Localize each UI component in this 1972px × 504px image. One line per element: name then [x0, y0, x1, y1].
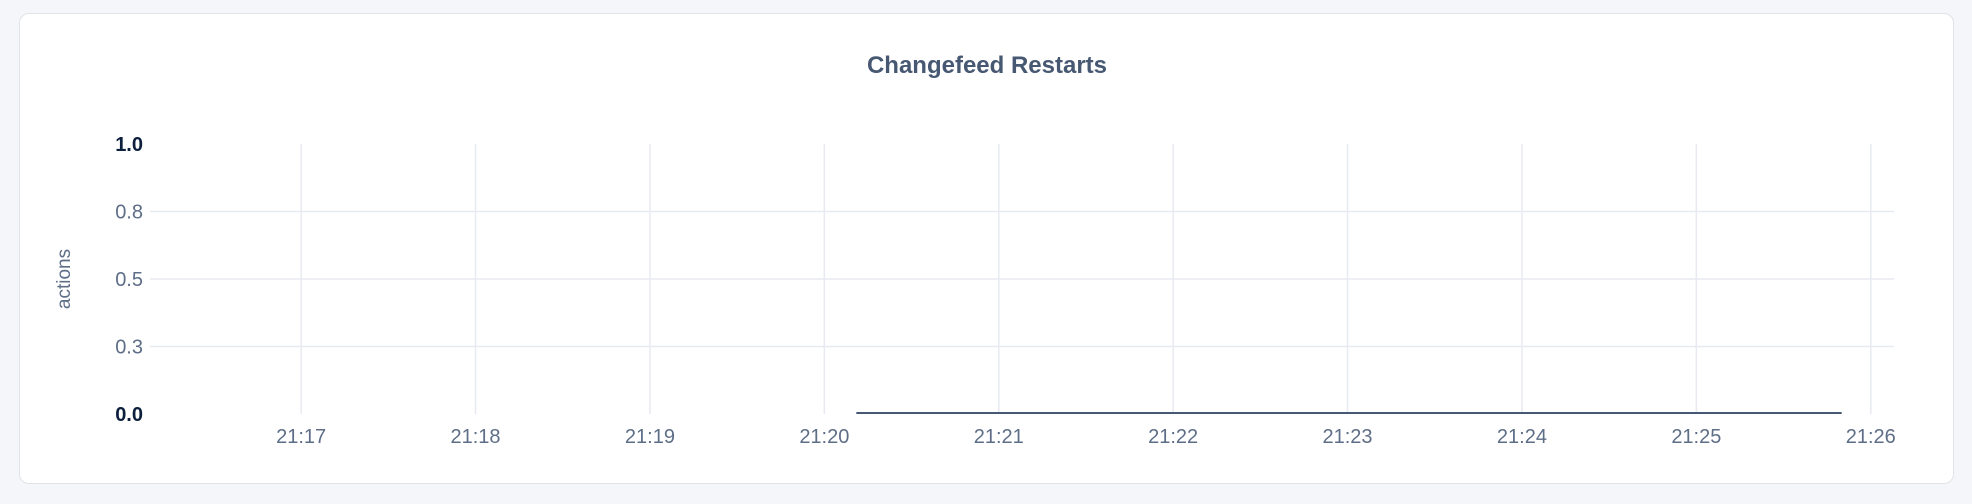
y-tick-label: 0.3 — [115, 337, 143, 359]
x-tick-label: 21:17 — [276, 426, 326, 448]
x-tick-label: 21:20 — [799, 426, 849, 448]
x-tick-label: 21:26 — [1846, 426, 1896, 448]
x-tick-label: 21:18 — [451, 426, 501, 448]
chart-title: Changefeed Restarts — [867, 52, 1107, 79]
x-tick-label: 21:23 — [1323, 426, 1373, 448]
chart-card — [19, 13, 1954, 484]
y-tick-label: 0.8 — [115, 202, 143, 224]
y-axis-label: actions — [54, 249, 75, 309]
x-tick-label: 21:19 — [625, 426, 675, 448]
x-tick-label: 21:25 — [1671, 426, 1721, 448]
y-tick-label: 1.0 — [115, 134, 143, 156]
x-tick-label: 21:22 — [1148, 426, 1198, 448]
x-tick-label: 21:24 — [1497, 426, 1547, 448]
y-tick-label: 0.5 — [115, 269, 143, 291]
y-tick-label: 0.0 — [115, 404, 143, 426]
x-tick-label: 21:21 — [974, 426, 1024, 448]
